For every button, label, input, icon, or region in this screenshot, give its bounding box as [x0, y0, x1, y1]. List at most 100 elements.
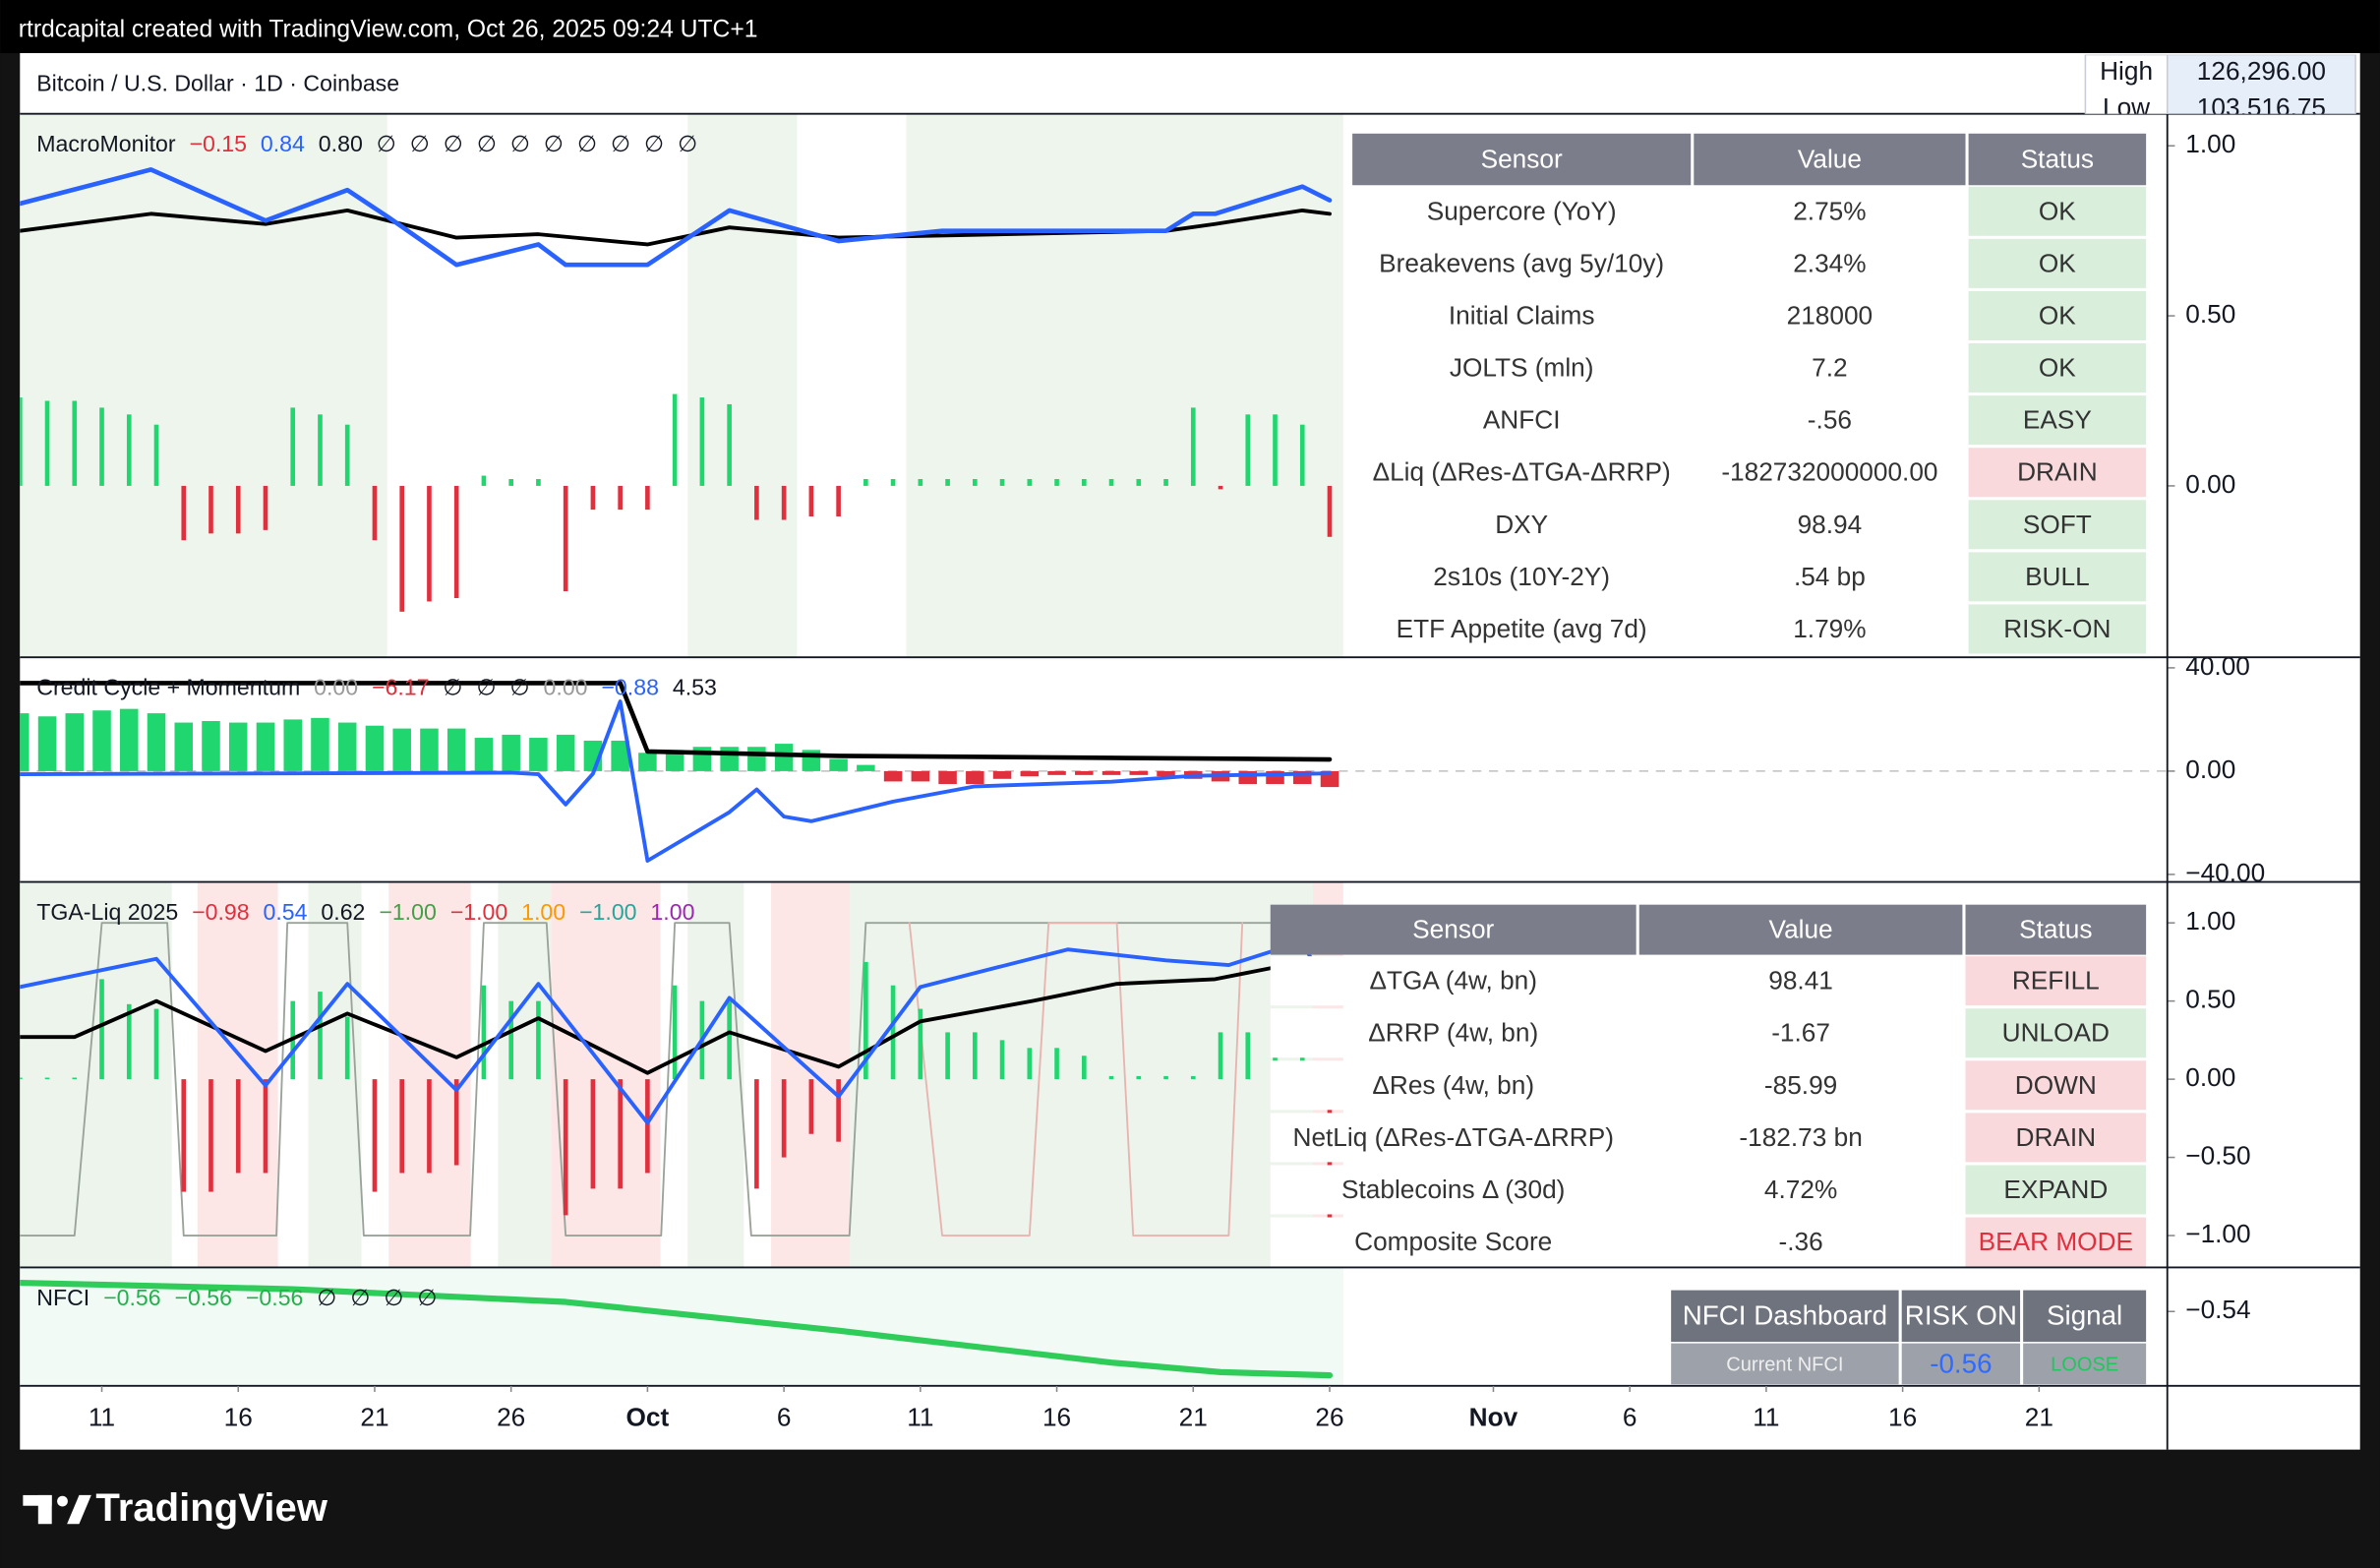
legend-value: ∅	[544, 131, 564, 156]
band	[551, 881, 661, 1268]
histogram-bar	[863, 961, 868, 1080]
table-cell	[1352, 238, 1692, 288]
table-cell	[1638, 956, 1963, 1006]
histogram-bar	[1108, 479, 1114, 486]
histogram-bar	[181, 485, 187, 541]
band	[20, 881, 172, 1268]
table-cell	[2023, 1343, 2147, 1385]
table-cell-text: ΔLiq (ΔRes-ΔTGA-ΔRRP)	[1373, 457, 1671, 487]
histogram-bar	[1047, 770, 1066, 775]
table-cell	[1270, 1113, 1636, 1163]
x-tick-label: 26	[497, 1403, 525, 1432]
histogram-bar	[611, 740, 629, 771]
table-cell	[1270, 956, 1636, 1006]
table-cell-text: 4.72%	[1764, 1175, 1837, 1204]
line-series	[20, 208, 1332, 247]
x-tick-label: 21	[360, 1403, 388, 1432]
table-cell-text: -1.67	[1771, 1018, 1830, 1048]
low-value: 103,516.75	[2197, 92, 2326, 122]
line-series	[908, 922, 1244, 1236]
histogram-bar	[1027, 1048, 1033, 1080]
histogram-bar	[890, 985, 896, 1080]
table-cell	[1638, 1113, 1963, 1163]
legend-value: ∅	[611, 131, 630, 156]
attribution: rtrdcapital created with TradingView.com…	[19, 16, 758, 42]
table-cell-text: ETF Appetite (avg 7d)	[1397, 614, 1647, 643]
table-header: RISK ON	[1905, 1300, 2017, 1331]
histogram-bar	[235, 1079, 241, 1174]
table-cell	[1270, 1165, 1636, 1215]
band	[388, 881, 471, 1268]
table-cell-text: RISK-ON	[2003, 614, 2111, 643]
x-tick-label: Nov	[1469, 1403, 1518, 1432]
histogram-bar	[481, 475, 487, 486]
histogram-bar	[1273, 414, 1278, 486]
table-header: Signal	[2047, 1300, 2122, 1331]
table-cell	[1638, 1165, 1963, 1215]
histogram-bar	[1027, 479, 1033, 486]
histogram-bar	[808, 485, 814, 517]
table-cell-text: 1.79%	[1793, 614, 1866, 643]
legend-value: ∅	[477, 131, 497, 156]
histogram-bar	[672, 985, 678, 1080]
histogram-bar	[372, 1079, 378, 1192]
histogram-bar	[318, 992, 323, 1080]
table-cell-text: 2.75%	[1793, 196, 1866, 225]
legend-value: 0.80	[319, 131, 363, 156]
bands	[20, 113, 1343, 1386]
table-header-cell	[1270, 904, 1636, 955]
legend-value: 4.53	[673, 675, 717, 700]
line-series	[20, 959, 1332, 1075]
band	[906, 113, 1343, 658]
panel-title: TGA-Liq 2025	[36, 899, 178, 925]
table-cell-text: 98.41	[1768, 966, 1833, 995]
histogram-bar	[774, 744, 794, 771]
legend-value: ∅	[317, 1285, 336, 1310]
histogram-bar	[263, 485, 268, 530]
histogram-bar	[337, 722, 357, 771]
legend-value: ∅	[509, 675, 529, 700]
histogram-bar	[235, 485, 241, 534]
legend-value: ∅	[443, 675, 462, 700]
legend: MacroMonitor −0.15 0.84 0.80 ∅ ∅ ∅ ∅ ∅ ∅ ∅ ∅ ∅ ∅	[36, 131, 697, 156]
band	[20, 113, 387, 658]
legend-value: −1.00	[379, 899, 437, 925]
table-cell	[1638, 1217, 1963, 1267]
histogram-bar	[283, 719, 302, 771]
table-cell-text: JOLTS (mln)	[1450, 353, 1594, 383]
histogram-bar	[645, 485, 650, 511]
histogram-bar	[618, 1079, 623, 1189]
table-header-cell	[1965, 904, 2147, 955]
legend-value: ∅	[678, 131, 697, 156]
legend-value: 0.00	[314, 675, 358, 700]
table-cell-text: DRAIN	[2016, 1122, 2097, 1152]
table-cell-text: ΔRRP (4w, bn)	[1368, 1018, 1538, 1048]
legend-value: ∅	[644, 131, 664, 156]
histogram-bar	[992, 770, 1012, 779]
table-cell	[1671, 1343, 1899, 1385]
top-bar	[0, 0, 2380, 54]
table-cell	[1694, 552, 1966, 602]
histogram-bar	[502, 734, 520, 771]
histogram-bar	[44, 400, 50, 486]
table-cell	[1968, 238, 2147, 288]
x-tick-label: Oct	[626, 1403, 670, 1432]
histogram-bar	[829, 758, 848, 771]
legend-value: 0.00	[544, 675, 588, 700]
table-cell	[1965, 1008, 2147, 1058]
histogram-bar	[918, 479, 923, 486]
histogram-bar	[945, 1032, 950, 1080]
table-cell	[1694, 448, 1966, 498]
histogram-bar	[536, 1000, 541, 1080]
table-cell	[1968, 186, 2147, 236]
table-header-cell	[1352, 133, 1692, 186]
legend-value: −0.56	[175, 1285, 233, 1310]
histogram-bar	[1075, 770, 1094, 775]
table-cell-text: 7.2	[1812, 353, 1847, 383]
histogram-bar	[754, 1079, 759, 1189]
histogram-bar	[645, 1079, 650, 1174]
table-cell-text: REFILL	[2012, 966, 2100, 995]
line-series	[20, 939, 1332, 1125]
histogram-bar	[208, 485, 213, 534]
